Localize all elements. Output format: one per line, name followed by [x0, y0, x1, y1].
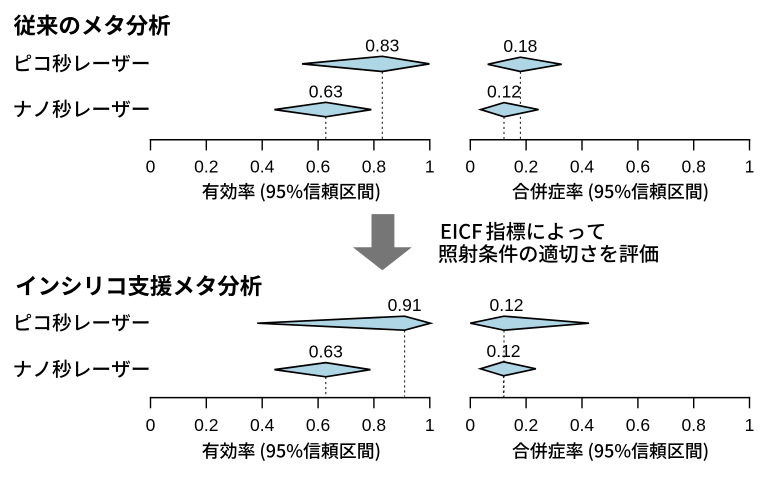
svg-text:0.2: 0.2 — [514, 157, 538, 177]
svg-text:0.8: 0.8 — [362, 157, 386, 177]
svg-text:0: 0 — [465, 415, 475, 435]
svg-text:1: 1 — [745, 415, 755, 435]
svg-text:0.6: 0.6 — [626, 157, 650, 177]
svg-text:0.8: 0.8 — [362, 415, 386, 435]
svg-text:0.91: 0.91 — [388, 295, 422, 315]
svg-text:0.2: 0.2 — [194, 157, 218, 177]
svg-text:0.2: 0.2 — [514, 415, 538, 435]
svg-text:0.8: 0.8 — [682, 157, 706, 177]
svg-text:0.63: 0.63 — [309, 81, 343, 101]
svg-text:0.2: 0.2 — [194, 415, 218, 435]
svg-text:0.4: 0.4 — [250, 415, 275, 435]
svg-text:0.18: 0.18 — [503, 36, 537, 56]
svg-text:1: 1 — [425, 415, 435, 435]
svg-text:1: 1 — [425, 157, 435, 177]
svg-text:0.12: 0.12 — [489, 295, 523, 315]
svg-text:0: 0 — [465, 157, 475, 177]
svg-text:0.6: 0.6 — [306, 415, 330, 435]
svg-text:0.83: 0.83 — [365, 35, 399, 55]
svg-text:0.6: 0.6 — [626, 415, 650, 435]
svg-text:0.4: 0.4 — [250, 157, 275, 177]
svg-text:0.4: 0.4 — [570, 415, 595, 435]
svg-text:1: 1 — [745, 157, 755, 177]
svg-text:0.4: 0.4 — [570, 157, 595, 177]
svg-text:0.6: 0.6 — [306, 157, 330, 177]
svg-text:0.12: 0.12 — [487, 82, 521, 102]
svg-text:0.12: 0.12 — [486, 341, 520, 361]
svg-text:0.63: 0.63 — [309, 342, 343, 362]
svg-text:0.8: 0.8 — [682, 415, 706, 435]
svg-text:0: 0 — [146, 415, 156, 435]
svg-text:0: 0 — [146, 157, 156, 177]
